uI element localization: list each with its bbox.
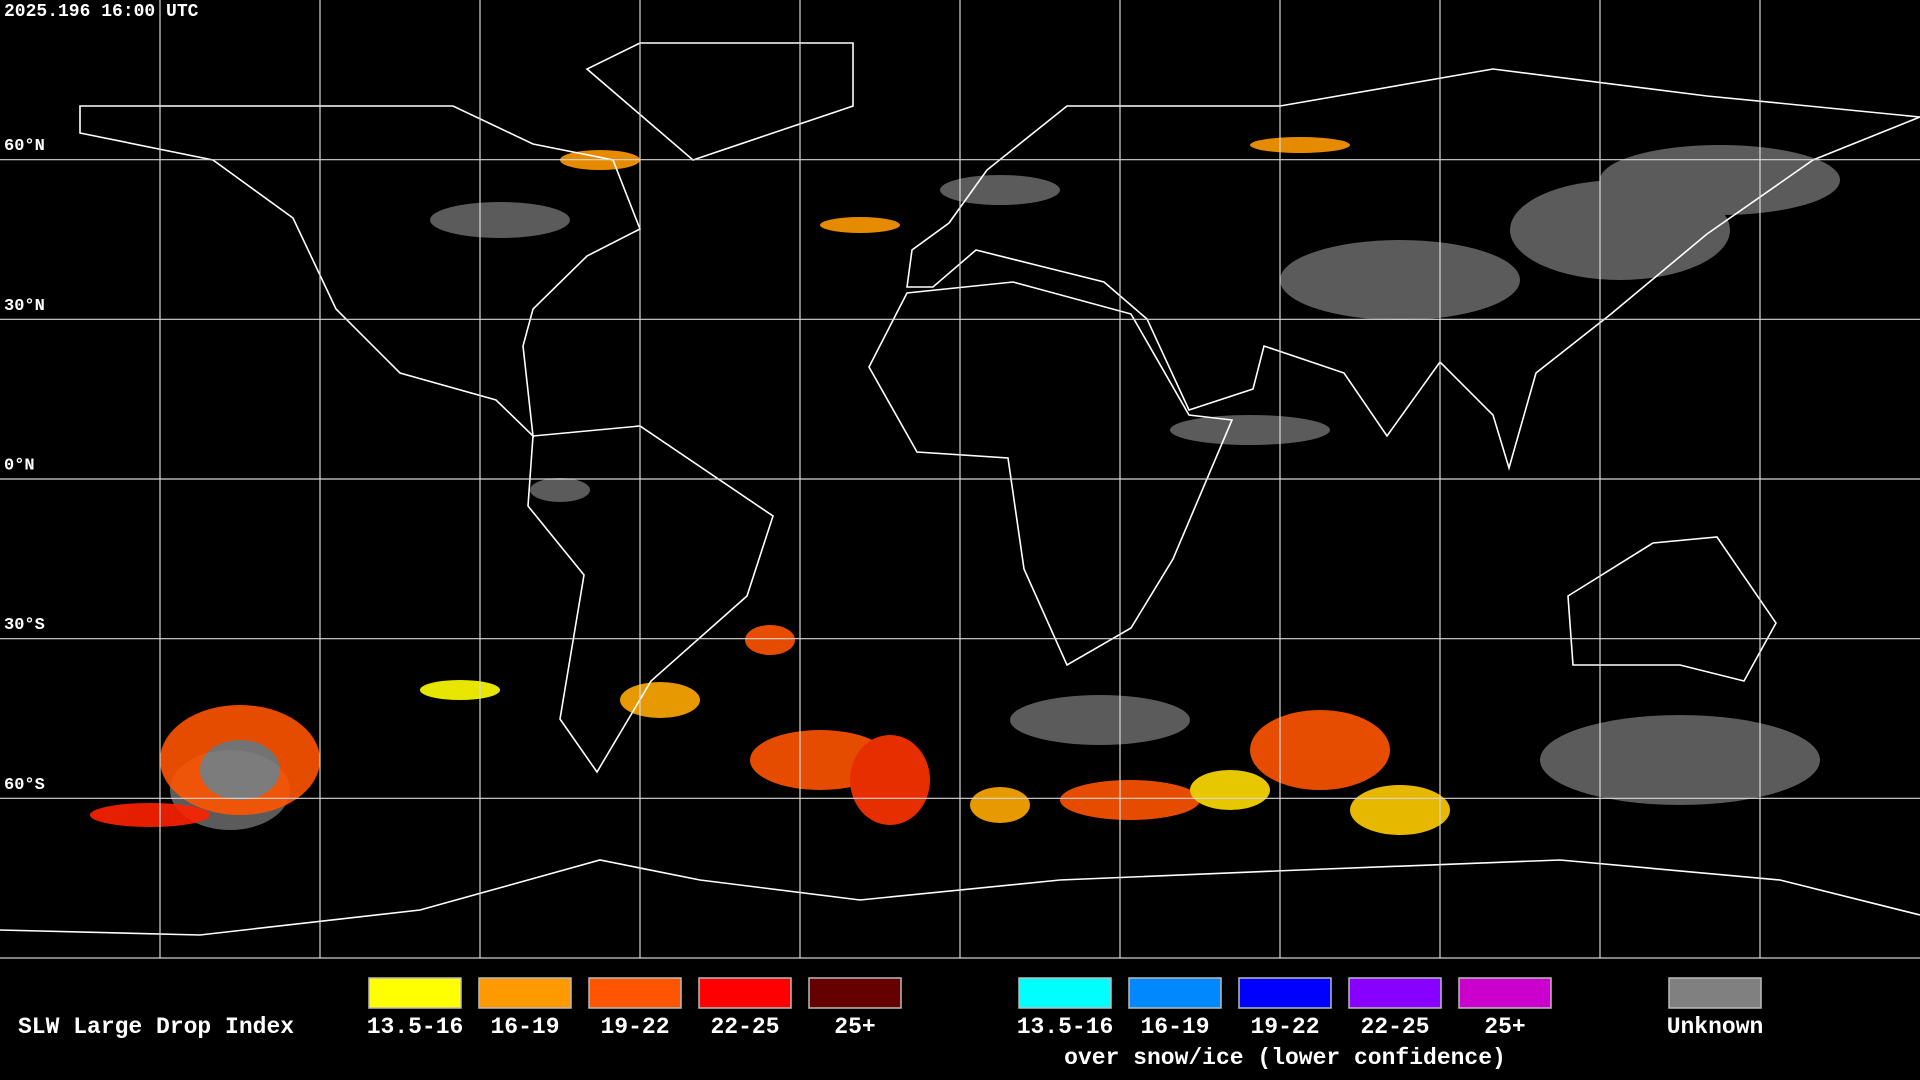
legend-swatch [1348,977,1442,1009]
legend-swatch [698,977,792,1009]
legend-swatch [1238,977,1332,1009]
legend-swatch [1668,977,1762,1009]
legend-swatch [368,977,462,1009]
legend-note: over snow/ice (lower confidence) [1064,1045,1506,1071]
latitude-label: 30°N [4,297,45,316]
latitude-label: 30°S [4,616,45,635]
legend-title: SLW Large Drop Index [18,1014,294,1040]
legend-label: Unknown [1667,1014,1764,1040]
legend-swatch [1018,977,1112,1009]
legend-swatch [588,977,682,1009]
latitude-label: 60°N [4,137,45,156]
legend-label: 25+ [834,1014,875,1040]
legend-swatch [1128,977,1222,1009]
legend-label: 22-25 [710,1014,779,1040]
legend-label: 16-19 [490,1014,559,1040]
latitude-label: 60°S [4,776,45,795]
cloud-field [90,137,1840,835]
legend-label: 19-22 [600,1014,669,1040]
legend-label: 16-19 [1140,1014,1209,1040]
legend-label: 25+ [1484,1014,1525,1040]
timestamp: 2025.196 16:00 UTC [4,2,199,22]
legend-swatch [1458,977,1552,1009]
graticule [0,0,1920,958]
legend-label: 13.5-16 [367,1014,464,1040]
legend-label: 19-22 [1250,1014,1319,1040]
legend-label: 22-25 [1360,1014,1429,1040]
legend-label: 13.5-16 [1017,1014,1114,1040]
legend-swatch [808,977,902,1009]
legend-panel [0,958,1920,1080]
latitude-label: 0°N [4,456,35,475]
coastlines [0,42,1920,936]
legend-swatch [478,977,572,1009]
